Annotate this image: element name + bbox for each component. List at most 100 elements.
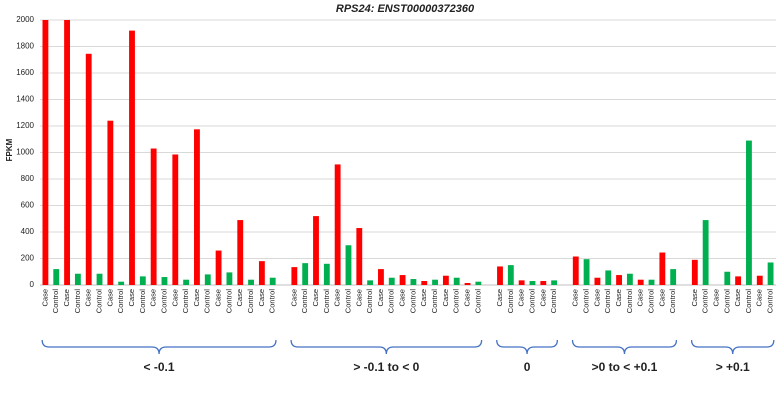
bar [746,140,752,285]
bar [215,250,222,285]
x-tick-label: Case [419,289,428,307]
x-tick-label: Case [257,289,266,307]
bar [756,275,763,285]
bar [540,281,547,285]
x-tick-label: Case [84,289,93,307]
bar [616,275,622,285]
x-tick-label: Control [647,289,656,314]
x-tick-label: Control [766,289,775,314]
x-tick-label: Case [711,289,720,307]
bar [313,216,319,285]
y-tick-label: 400 [21,227,35,236]
y-tick-label: 600 [21,201,35,210]
y-tick-label: 1200 [16,121,34,130]
bar [74,273,81,285]
x-tick-label: Control [116,289,125,314]
bar [410,279,417,285]
bar [529,281,536,285]
bar [107,120,114,285]
x-tick-label: Control [549,289,558,314]
y-tick-label: 1400 [16,95,34,104]
x-tick-label: Control [625,289,634,314]
x-tick-label: Case [149,289,158,307]
bar [670,269,677,285]
x-tick-label: Case [192,289,201,307]
x-tick-label: Case [105,289,114,307]
x-tick-label: Control [224,289,233,314]
bar [345,245,352,285]
x-tick-label: Control [268,289,277,314]
bar [204,274,211,285]
x-tick-label: Case [354,289,363,307]
x-tick-label: Control [408,289,417,314]
x-tick-label: Control [51,289,60,314]
x-tick-label: Case [127,289,136,307]
group-brace [41,339,277,355]
x-tick-label: Control [430,289,439,314]
bar [637,279,644,285]
bar [42,20,49,285]
bar [129,30,135,285]
x-tick-label: Control [181,289,190,314]
y-tick-label: 1000 [16,148,34,157]
x-tick-label: Case [463,289,472,307]
group-label: > +0.1 [716,360,750,374]
bar [724,271,731,285]
x-tick-label: Control [473,289,482,314]
bar [767,262,774,285]
bar [497,266,503,285]
x-tick-label: Case [398,289,407,307]
bar [626,273,633,285]
x-tick-label: Case [333,289,342,307]
x-tick-label: Control [582,289,591,314]
chart-title: RPS24: ENST00000372360 [336,3,475,15]
x-tick-label: Control [138,289,147,314]
x-tick-label: Case [376,289,385,307]
x-tick-label: Case [733,289,742,307]
group-brace [290,339,483,355]
bar [53,269,60,285]
x-tick-label: Case [441,289,450,307]
bar [453,277,460,285]
bar [507,265,514,285]
x-tick-label: Case [690,289,699,307]
bar [572,256,579,285]
bar [464,283,471,285]
x-tick-label: Case [214,289,223,307]
bar [118,281,125,285]
group-brace [571,339,678,355]
group-label: 0 [524,360,531,374]
bar [518,280,525,285]
bar [194,129,200,285]
bar [302,263,309,285]
group-label: < -0.1 [144,360,175,374]
group-label: > -0.1 to < 0 [353,360,419,374]
y-tick-label: 1600 [16,68,34,77]
bar [432,279,438,285]
bar [442,275,449,285]
x-tick-label: Case [755,289,764,307]
x-tick-label: Control [701,289,710,314]
bar [356,228,363,285]
bar [291,267,298,285]
bar [605,270,612,285]
x-tick-label: Control [506,289,515,314]
x-tick-label: Case [40,289,49,307]
bar [334,164,341,285]
x-tick-label: Control [343,289,352,314]
x-tick-label: Case [235,289,244,307]
group-brace [690,339,775,355]
x-tick-label: Control [387,289,396,314]
bar [399,275,406,285]
group-brace [496,339,559,355]
bar [269,277,276,285]
x-tick-label: Control [452,289,461,314]
bar [183,279,190,285]
bar [551,280,558,285]
y-tick-label: 0 [30,280,35,289]
y-axis-label: FPKM [5,138,14,161]
bar [139,276,146,285]
bar [237,220,244,285]
x-tick-label: Case [311,289,320,307]
x-tick-label: Case [62,289,71,307]
